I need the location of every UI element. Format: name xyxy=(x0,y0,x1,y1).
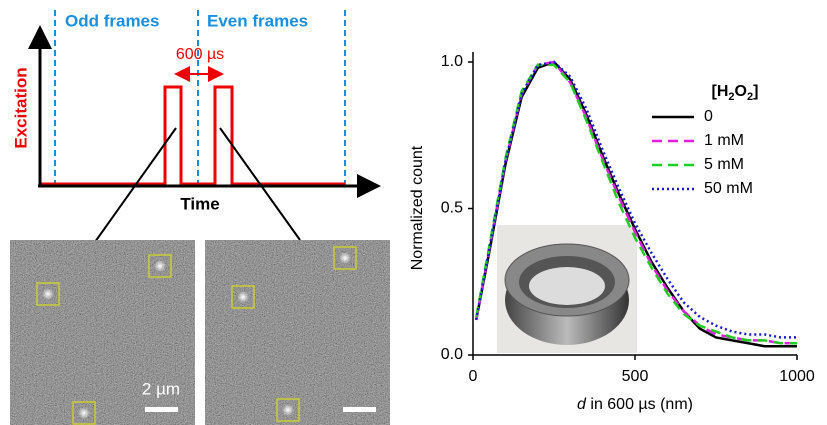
excitation-diagram: Odd frames Even frames 600 µs Excitation… xyxy=(11,10,378,242)
y-axis-title: Normalized count xyxy=(409,145,426,270)
y-axis-label: Excitation xyxy=(11,67,30,148)
legend-title: [H2O2] xyxy=(712,83,759,103)
x-tick-label: 1000 xyxy=(779,368,815,385)
interval-label: 600 µs xyxy=(176,46,224,63)
x-axis-title: d in 600 µs (nm) xyxy=(577,396,693,413)
frame-label: Odd frames xyxy=(65,11,159,30)
legend-title-part: ] xyxy=(753,83,758,100)
image-even xyxy=(205,240,390,425)
scale-label: 2 µm xyxy=(142,379,180,398)
image-odd: 2 µm xyxy=(10,240,195,425)
legend-label: 1 mM xyxy=(704,132,744,149)
y-tick-label: 0.0 xyxy=(441,346,463,363)
legend-title-part: [H xyxy=(712,83,729,100)
chart: Normalized count d in 600 µs (nm) [H2O2]… xyxy=(409,52,815,413)
x-tick-label: 0 xyxy=(469,368,478,385)
y-tick-label: 1.0 xyxy=(441,53,463,70)
x-axis-label: Time xyxy=(180,194,219,213)
legend-label: 5 mM xyxy=(704,156,744,173)
scale-bar xyxy=(145,407,178,412)
legend-title-part: O xyxy=(735,83,747,100)
frame-label: Even frames xyxy=(207,11,308,30)
figure: Odd frames Even frames 600 µs Excitation… xyxy=(0,0,827,425)
pulse-train xyxy=(40,87,345,184)
y-tick-label: 0.5 xyxy=(441,200,463,217)
micrograph xyxy=(205,240,390,425)
inset-photo xyxy=(497,225,637,353)
x-axis-title-part: in 600 µs (nm) xyxy=(586,396,693,413)
legend-label: 50 mM xyxy=(704,180,753,197)
scale-bar xyxy=(343,407,376,412)
legend-label: 0 xyxy=(704,108,713,125)
x-tick-label: 500 xyxy=(622,368,649,385)
